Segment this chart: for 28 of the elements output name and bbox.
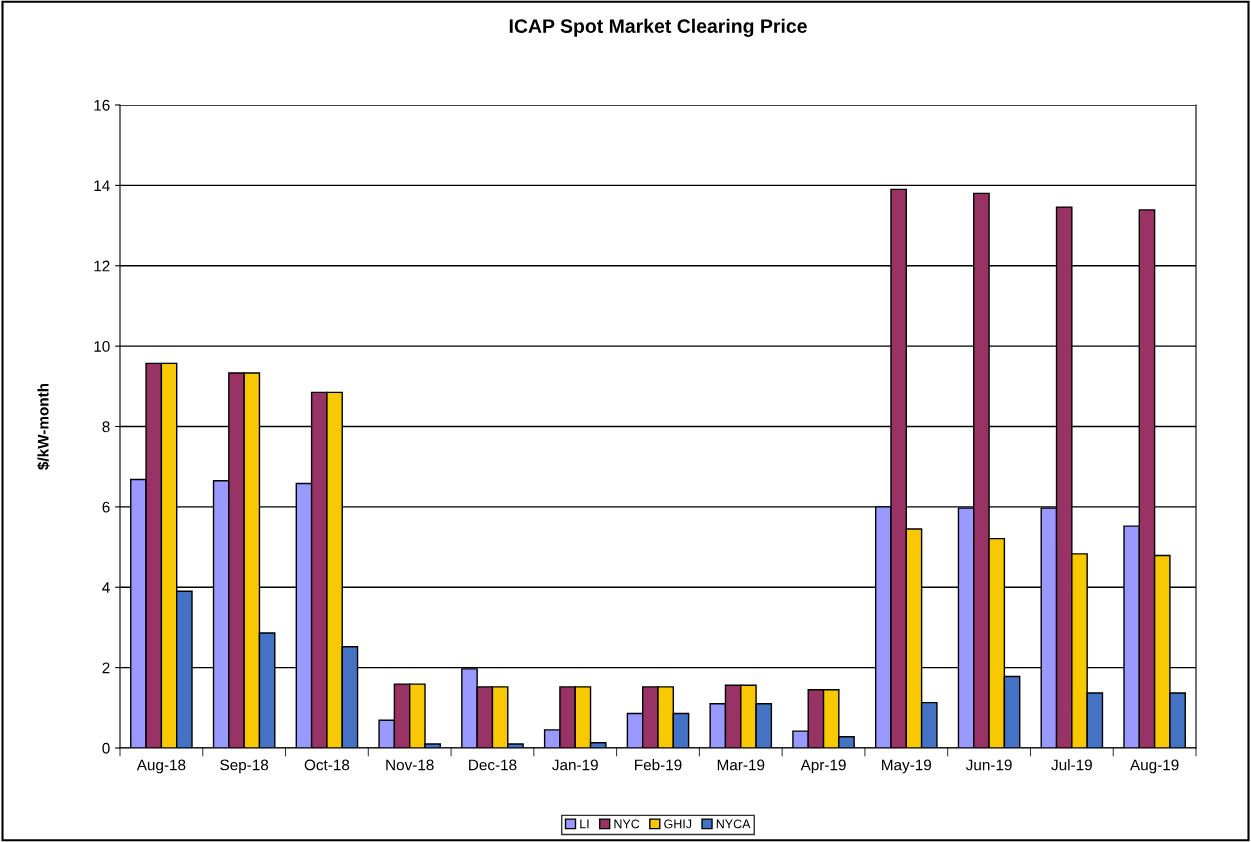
legend-label: LI (580, 819, 589, 829)
y-tick-label: 16 (94, 99, 110, 111)
x-tick-label: Jul-19 (1051, 759, 1092, 771)
x-tick-label: Sep-18 (220, 759, 269, 774)
x-tick-label: Apr-19 (800, 759, 846, 774)
legend-label: NYC (614, 819, 640, 829)
y-tick-label: 2 (102, 662, 110, 674)
y-tick-label: 8 (102, 421, 110, 433)
legend-label: GHIJ (664, 819, 692, 829)
x-tick-label: Mar-19 (717, 759, 765, 771)
x-tick-label: Aug-19 (1130, 759, 1179, 774)
x-tick-label: Jan-19 (552, 759, 598, 771)
x-tick-label: Aug-18 (136, 759, 186, 774)
x-tick-label: Dec-18 (469, 759, 517, 771)
x-tick-label: Oct-18 (304, 759, 350, 771)
y-tick-label: 12 (94, 260, 110, 272)
y-tick-label: 6 (102, 501, 110, 513)
legend-label: NYCA (716, 819, 751, 829)
y-tick-label: 4 (102, 582, 110, 593)
y-axis-title: $/kW-month (37, 383, 50, 470)
y-tick-label: 10 (94, 340, 110, 352)
y-tick-label: 14 (94, 180, 110, 191)
y-tick-label: 0 (102, 742, 110, 754)
x-tick-label: May-19 (882, 759, 932, 774)
x-tick-label: Nov-18 (386, 759, 434, 771)
x-tick-label: Feb-19 (635, 759, 682, 771)
chart-title: ICAP Spot Market Clearing Price (509, 18, 807, 37)
x-tick-label: Jun-19 (965, 759, 1012, 771)
